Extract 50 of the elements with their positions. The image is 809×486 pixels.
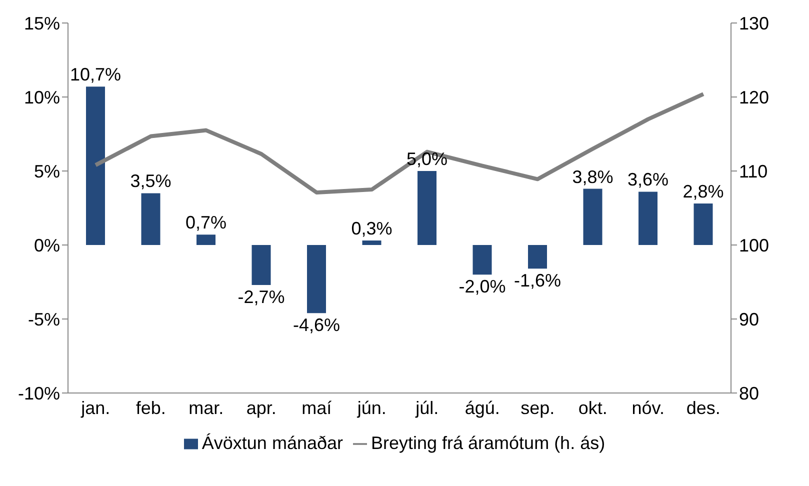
x-tick-label: nóv. [632,398,664,418]
y2-tick-label: 130 [739,13,770,34]
x-tick-label: apr. [246,398,276,418]
data-label: 0,7% [185,212,227,233]
x-tick-label: jún. [356,398,386,418]
bar [141,193,160,245]
y-tick-label: 15% [24,13,60,34]
x-tick-label: sep. [520,398,555,418]
bar [307,245,326,314]
x-tick-label: maí [302,398,332,418]
data-label: 2,8% [682,182,724,202]
x-tick-label: feb. [136,398,166,418]
legend-label: Ávöxtun mánaðar [202,433,343,453]
x-tick-label: jan. [80,398,110,418]
bar [418,171,436,245]
y2-tick-label: 80 [739,383,760,404]
bar [528,245,547,269]
bar [694,204,713,245]
data-label: 3,6% [627,170,669,190]
y-tick-label: -10% [18,383,60,404]
x-tick-label: okt. [578,398,608,418]
y2-tick-label: 100 [739,235,770,256]
data-label: -2,0% [458,276,506,297]
y-tick-label: -5% [28,309,60,330]
x-tick-label: des. [686,398,720,418]
y2-tick-label: 120 [739,87,770,108]
legend-label: Breyting frá áramótum (h. ás) [371,433,606,453]
y-tick-label: 10% [24,87,60,108]
x-tick-label: júl. [414,398,439,418]
x-tick-label: mar. [188,398,224,418]
data-label: 5,0% [406,149,448,169]
data-label: 3,8% [572,166,614,187]
data-label: -4,6% [292,315,340,336]
data-label: 3,5% [130,171,172,192]
bar [362,240,382,245]
bar [86,86,105,245]
y2-tick-label: 110 [739,161,768,182]
y-tick-label: 0% [34,235,60,256]
bar [583,188,602,245]
y2-tick-label: 90 [739,309,760,330]
y-tick-label: 5% [34,161,60,182]
x-tick-label: ágú. [464,398,500,418]
bar [472,245,492,275]
data-label: 0,3% [351,218,392,239]
data-label: -1,6% [514,270,562,291]
data-label: -2,7% [238,286,285,307]
bar [196,234,216,245]
data-label: 10,7% [70,64,122,85]
bar [252,245,271,285]
bar [638,192,658,245]
